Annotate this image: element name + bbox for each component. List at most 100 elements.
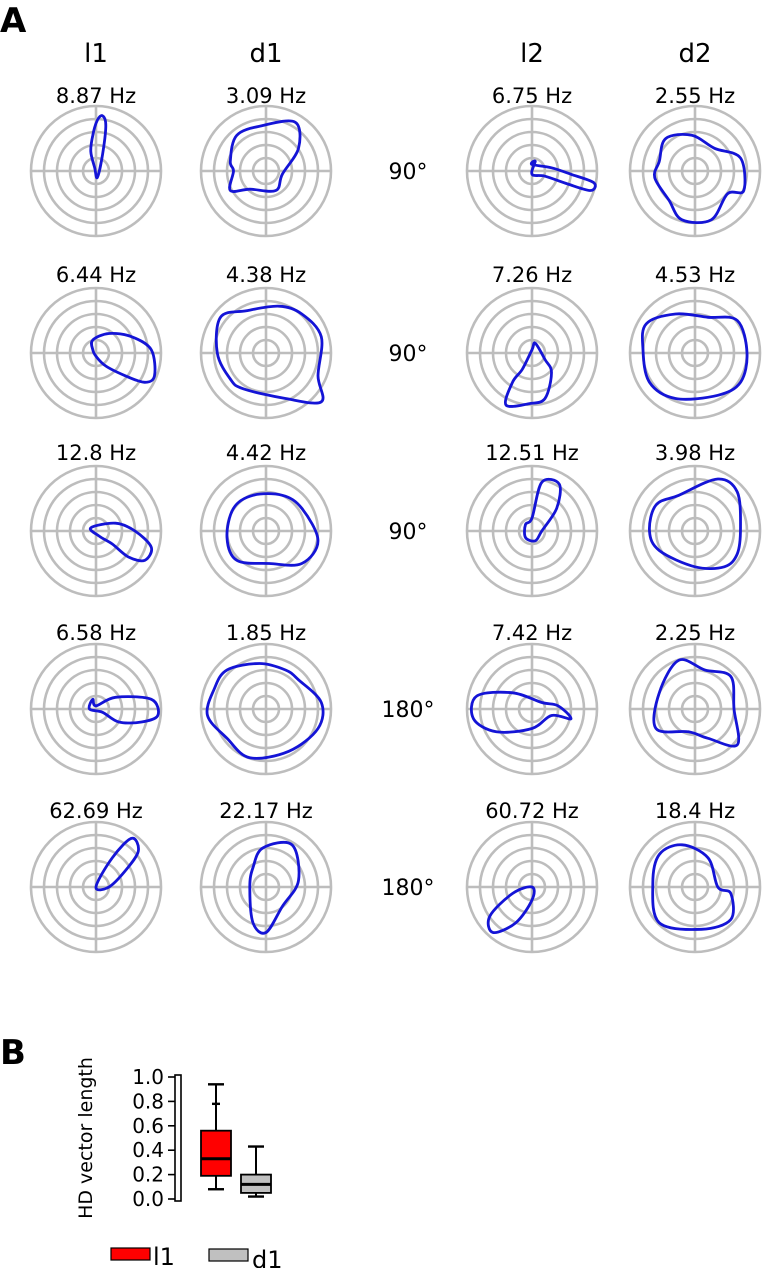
- polar-ring: [55, 668, 137, 750]
- polar-ring: [504, 681, 560, 737]
- y-tick-label: 0.8: [132, 1089, 164, 1113]
- tuning-curve: [651, 843, 735, 931]
- y-ticks: 0.00.20.40.60.81.0: [132, 1065, 175, 1211]
- y-axis-frame: [174, 1074, 182, 1202]
- polar-ring: [628, 820, 762, 954]
- y-tick-label: 0.6: [132, 1114, 164, 1138]
- polar-ring: [199, 642, 333, 776]
- polar-plot: [29, 464, 163, 598]
- polar-ring: [465, 820, 599, 954]
- firing-rate-label: 3.98 Hz: [655, 441, 735, 465]
- polar-plot: [199, 464, 333, 598]
- polar-ring: [465, 104, 599, 238]
- polar-plot: [29, 820, 163, 954]
- polar-ring: [68, 503, 124, 559]
- firing-rate-label: 6.58 Hz: [56, 621, 136, 645]
- y-tick-label: 1.0: [132, 1065, 164, 1089]
- polar-ring: [68, 681, 124, 737]
- polar-ring: [517, 338, 547, 368]
- polar-plot: [199, 286, 333, 420]
- firing-rate-label: 7.26 Hz: [492, 263, 572, 287]
- polar-ring: [81, 338, 111, 368]
- tuning-curve: [248, 840, 301, 935]
- polar-ring: [225, 668, 307, 750]
- polar-plot: [465, 642, 599, 776]
- tuning-curve: [205, 662, 325, 760]
- polar-ring: [212, 299, 320, 407]
- firing-rate-label: 7.42 Hz: [492, 621, 572, 645]
- legend-label-d1: d1: [252, 1246, 283, 1268]
- tuning-curve: [503, 341, 553, 408]
- polar-ring: [478, 117, 586, 225]
- polar-ring: [42, 477, 150, 585]
- polar-ring: [680, 694, 710, 724]
- polar-ring: [517, 156, 547, 186]
- rotation-angle-label: 90°: [389, 520, 428, 545]
- legend-label-l1: l1: [153, 1243, 175, 1268]
- polar-plot: [465, 286, 599, 420]
- polar-plot: [465, 104, 599, 238]
- polar-ring: [478, 477, 586, 585]
- polar-ring: [212, 833, 320, 941]
- polar-ring: [29, 820, 163, 954]
- polar-ring: [654, 490, 736, 572]
- polar-ring: [251, 338, 281, 368]
- polar-ring: [42, 299, 150, 407]
- tuning-curve: [652, 658, 741, 748]
- tuning-curve: [88, 521, 154, 563]
- y-tick-label: 0.4: [132, 1138, 164, 1162]
- polar-ring: [628, 286, 762, 420]
- polar-ring: [680, 872, 710, 902]
- polar-ring: [491, 668, 573, 750]
- polar-ring: [212, 477, 320, 585]
- polar-plot: [628, 286, 762, 420]
- polar-ring: [628, 104, 762, 238]
- polar-ring: [238, 859, 294, 915]
- firing-rate-label: 3.09 Hz: [226, 84, 306, 108]
- column-header-l1: l1: [84, 39, 108, 69]
- polar-ring: [68, 143, 124, 199]
- firing-rate-label: 1.85 Hz: [226, 621, 306, 645]
- polar-ring: [465, 642, 599, 776]
- polar-plot: [628, 464, 762, 598]
- tuning-curve: [214, 304, 325, 405]
- rotation-angle-label: 180°: [382, 876, 435, 901]
- polar-ring: [628, 642, 762, 776]
- tuning-curve: [529, 159, 597, 192]
- polar-ring: [212, 655, 320, 763]
- polar-ring: [81, 694, 111, 724]
- firing-rate-label: 4.42 Hz: [226, 441, 306, 465]
- boxes: [200, 1083, 272, 1198]
- tuning-curve: [486, 885, 536, 935]
- polar-ring: [680, 338, 710, 368]
- polar-plot: [465, 820, 599, 954]
- polar-ring: [251, 872, 281, 902]
- box-l1: [200, 1083, 232, 1191]
- polar-ring: [491, 846, 573, 928]
- polar-ring: [199, 286, 333, 420]
- polar-ring: [238, 681, 294, 737]
- tuning-curve: [228, 119, 302, 193]
- polar-ring: [29, 642, 163, 776]
- panel-a-letter: A: [0, 1, 27, 41]
- polar-ring: [199, 104, 333, 238]
- box-body: [200, 1129, 232, 1177]
- polar-ring: [238, 325, 294, 381]
- box-d1: [240, 1145, 272, 1198]
- firing-rate-label: 6.75 Hz: [492, 84, 572, 108]
- polar-ring: [641, 477, 749, 585]
- polar-ring: [81, 516, 111, 546]
- polar-ring: [641, 655, 749, 763]
- polar-ring: [478, 655, 586, 763]
- column-header-l2: l2: [520, 39, 544, 69]
- polar-ring: [680, 156, 710, 186]
- polar-plot: [199, 104, 333, 238]
- legend-swatch-l1: [110, 1247, 151, 1261]
- column-header-d2: d2: [678, 39, 711, 69]
- polar-ring: [251, 156, 281, 186]
- polar-ring: [238, 143, 294, 199]
- polar-ring: [504, 503, 560, 559]
- firing-rate-label: 8.87 Hz: [56, 84, 136, 108]
- polar-ring: [667, 503, 723, 559]
